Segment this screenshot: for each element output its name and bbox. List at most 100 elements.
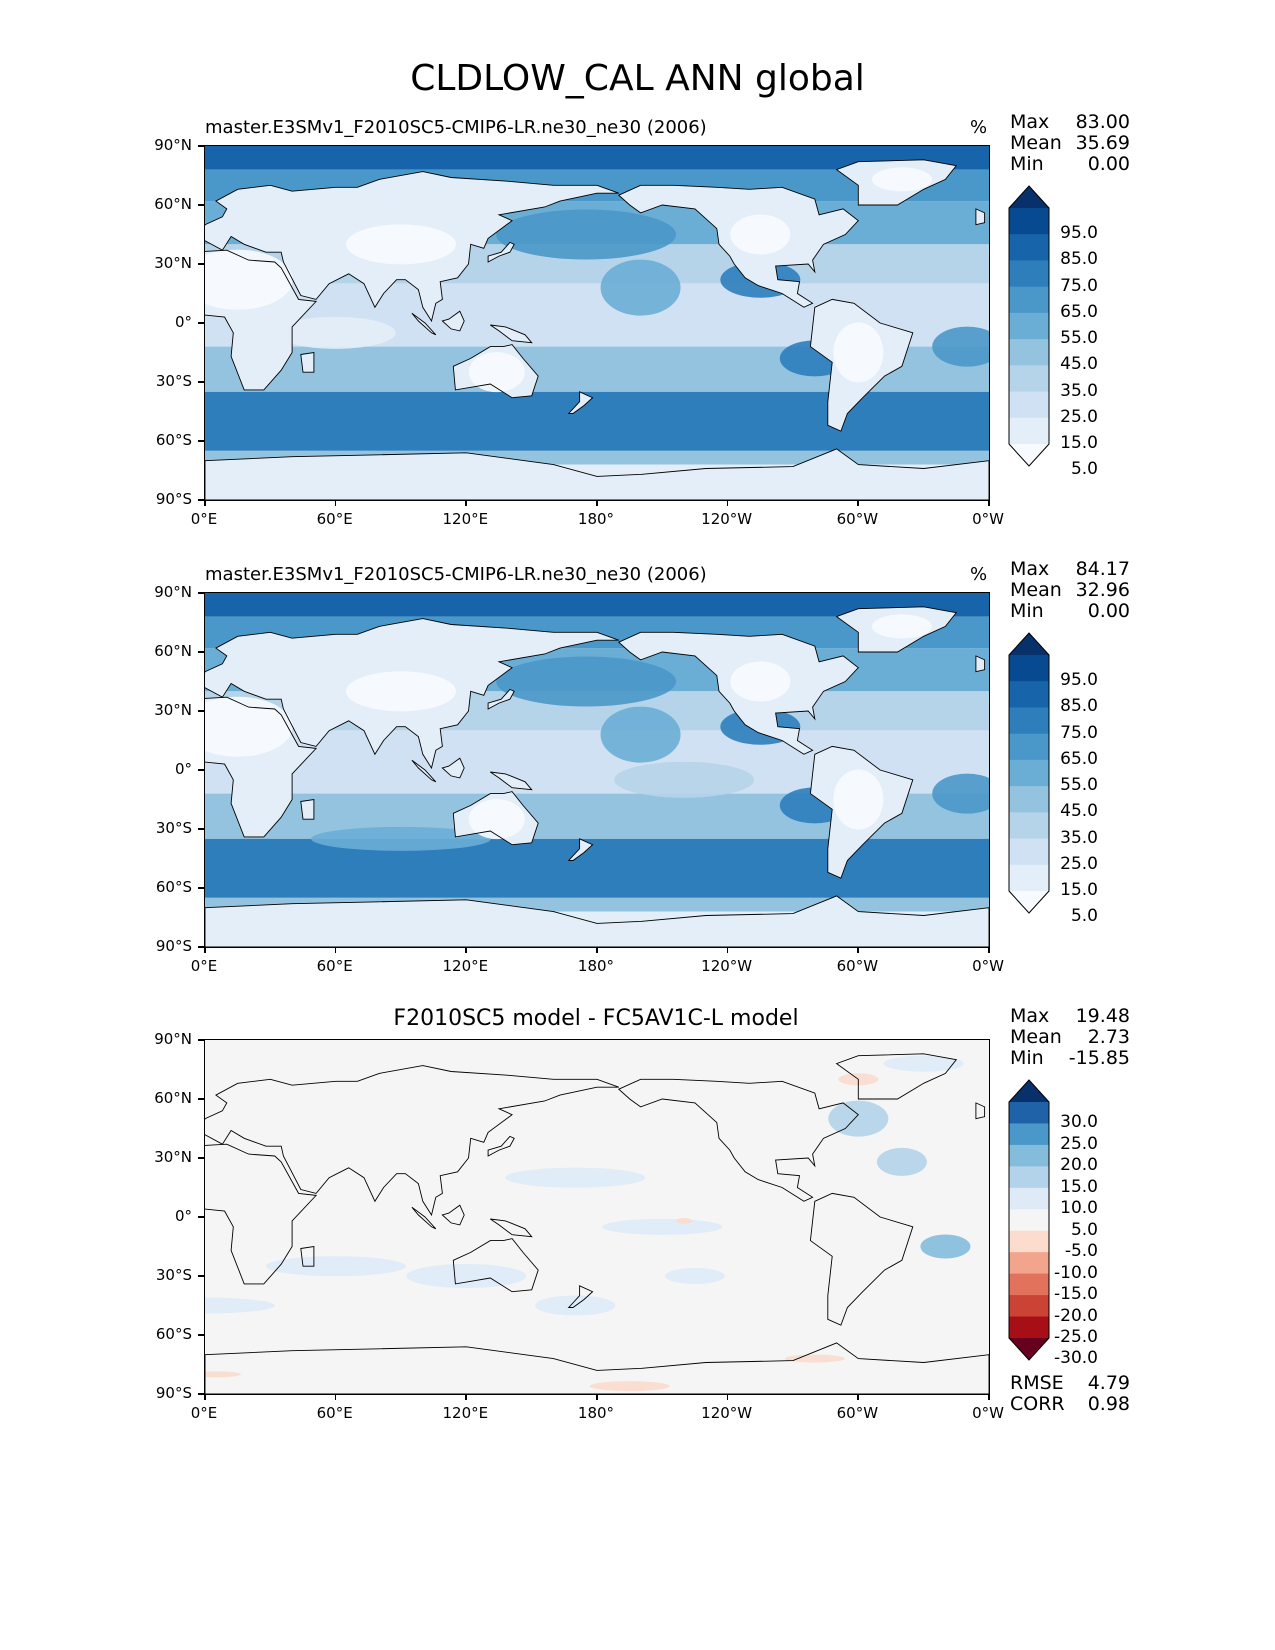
land-clear-patch [468,352,525,393]
y-tick-label: 90°N [154,583,192,601]
x-tick-mark [204,947,206,953]
positive-difference-patch [406,1264,527,1288]
land-clear-patch [468,799,525,840]
colorbar-tick-label: 45.0 [1060,801,1098,822]
land-area [975,655,985,672]
colorbar-swatch [1009,838,1049,866]
y-tick-label: 30°S [155,372,192,390]
land-area [411,760,436,782]
colorbar-swatch [1009,707,1049,735]
land-clear-patch [205,249,293,310]
coastline [487,241,515,263]
x-tick-label: 60°E [316,510,353,528]
coastline [300,1245,315,1267]
land-clear-patch [871,614,932,639]
colorbar-outline [1008,185,1050,467]
colorbar-tick-label: 35.0 [1060,380,1098,401]
coastline [411,1206,437,1230]
y-tick-mark [198,887,204,889]
land-area [442,311,465,331]
colorbar-swatch [1009,812,1049,840]
colorbar-svg [1008,185,1050,467]
y-tick-label: 60°S [155,878,192,896]
coastline [411,759,437,783]
coastline [205,171,619,323]
stat-max-label: Max [1010,1005,1050,1027]
y-tick-mark [198,946,204,948]
difference-background [205,1040,989,1394]
y-tick-label: 90°N [154,1030,192,1048]
x-tick-mark [596,500,598,506]
cloud-band [205,593,989,617]
stat-mean-label: Mean [1010,132,1062,154]
panel-title-reference: master.E3SMv1_F2010SC5-CMIP6-LR.ne30_ne3… [205,564,707,585]
coastline [441,310,465,332]
cloud-band [205,838,989,898]
negative-difference-patch [589,1381,670,1392]
colorbar-tick-label: 65.0 [1060,301,1098,322]
x-tick-mark [988,500,990,506]
map-test [204,145,990,501]
coastline [809,745,914,879]
coastline [205,618,619,770]
colorbar-tick-label: -20.0 [1054,1305,1098,1326]
land-area [205,895,989,947]
x-tick-label: 60°W [836,510,879,528]
coastline [487,688,515,710]
land-area [411,313,436,335]
coastline [490,771,533,791]
map-canvas [205,1040,989,1394]
stat-mean-value: 35.69 [1075,132,1130,154]
x-tick-mark [726,947,729,953]
colorbar-tick-label: 5.0 [1070,459,1098,480]
positive-difference-patch [828,1100,889,1137]
colorbar-tick-label: 95.0 [1060,223,1098,244]
positive-difference-patch [876,1147,927,1176]
land-clear-patch [346,224,456,265]
figure-title: CLDLOW_CAL ANN global [410,58,865,99]
land-clear-patch [730,661,791,702]
stat-min-label: Min [1010,153,1044,175]
coastline [975,1102,986,1120]
coastline [441,757,465,779]
colorbar-swatch [1009,339,1049,366]
x-tick-mark [204,1394,206,1400]
coastline [567,838,594,861]
y-tick-label: 0° [174,313,192,331]
colorbar-swatch [1009,417,1049,445]
y-tick-label: 30°N [154,701,192,719]
stratocumulus-patch [932,773,989,814]
x-tick-mark [596,947,598,953]
x-tick-mark [334,947,337,953]
x-tick-label: 120°W [701,510,753,528]
negative-difference-patch [784,1354,845,1363]
land-area [488,689,515,709]
y-tick-mark [198,1393,204,1395]
colorbar-tick-label: 95.0 [1060,670,1098,691]
colorbar-tick-label: 5.0 [1070,906,1098,927]
coastline [835,1053,958,1100]
x-tick-label: 0°E [190,1404,218,1422]
map-difference [204,1039,990,1395]
land-area [568,391,593,414]
rmse-value: 4.79 [1087,1372,1130,1394]
x-tick-mark [988,947,990,953]
colorbar-tick-label: 35.0 [1060,827,1098,848]
units-label-reference: % [970,564,988,585]
cloud-band [205,391,989,451]
colorbar-swatch [1009,733,1049,761]
x-tick-label: 60°W [836,957,879,975]
land-area [442,758,465,778]
colorbar-tick-label: 25.0 [1060,853,1098,874]
y-tick-mark [198,592,204,594]
colorbar-swatch [1009,1187,1049,1210]
x-tick-mark [596,1394,598,1400]
coastline [617,631,859,755]
colorbar-swatch [1009,208,1049,235]
y-tick-label: 90°S [155,490,192,508]
x-tick-label: 60°E [316,957,353,975]
coastline [567,1285,594,1308]
cloud-patch [600,706,681,763]
y-tick-mark [198,1216,204,1218]
stat-max-value: 83.00 [1075,111,1130,133]
